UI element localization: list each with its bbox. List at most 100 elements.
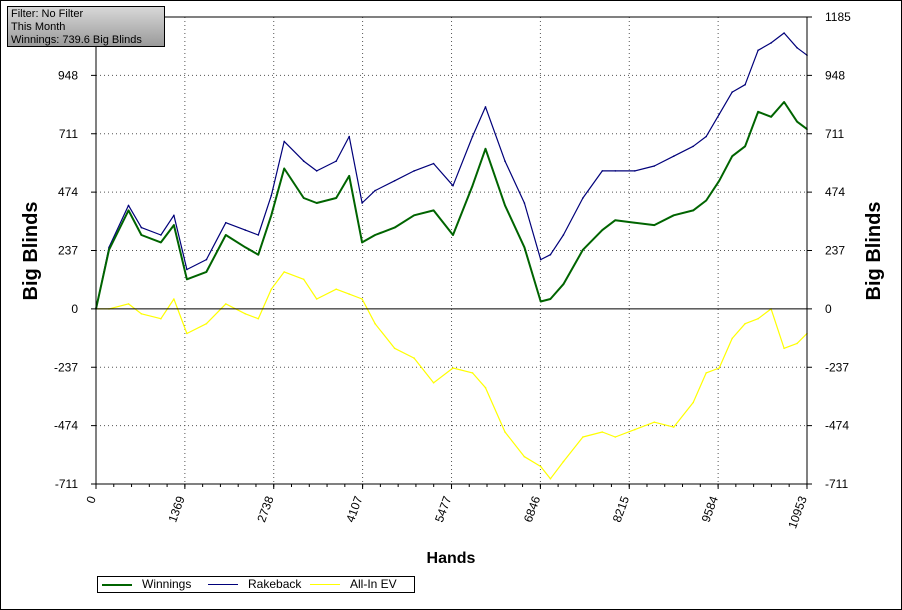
y-tick-label-left: -237 (54, 360, 78, 374)
series-allin-ev-point (315, 298, 318, 300)
period-text: This Month (11, 21, 66, 33)
series-winnings-point (348, 175, 351, 177)
series-rakeback-point (549, 253, 552, 256)
series-allin-ev-point (302, 278, 305, 281)
series-winnings-point (108, 249, 110, 251)
series-rakeback-point (127, 204, 130, 207)
series-rakeback-point (140, 226, 143, 229)
plot-border (95, 16, 808, 485)
series-allin-ev-point (601, 431, 604, 433)
series-winnings-point (731, 155, 733, 157)
series-rakeback-point (770, 42, 772, 44)
axes: -711 -711 -474 -474 -237 -237 0 0 237 237 474 474 71… (52, 10, 851, 530)
series-winnings-point (634, 221, 636, 224)
series-rakeback-point (672, 155, 675, 157)
series-winnings-point (539, 300, 542, 303)
series-rakeback-point (270, 194, 273, 197)
series-rakeback-point (413, 170, 415, 172)
series-rakeback-point (653, 165, 656, 167)
y-tick-label-left: 711 (59, 127, 78, 141)
series-allin-ev-point (757, 317, 759, 320)
x-tick-label: 8215 (610, 494, 632, 524)
series-rakeback-point (173, 214, 175, 217)
legend-swatch-rakeback (208, 584, 238, 585)
series-rakeback-point (783, 32, 785, 34)
legend-swatch-winnings (102, 584, 132, 586)
y-tick-label-right: -711 (825, 477, 848, 491)
series-rakeback-point (257, 234, 260, 236)
y-tick-label-left: 0 (71, 302, 78, 316)
series-allin-ev-point (257, 317, 260, 320)
series-allin-ev-point (160, 317, 162, 320)
series-winnings-point (127, 209, 130, 212)
x-tick-label: 0 (83, 494, 99, 505)
y-axis-title-left: Big Blinds (20, 202, 42, 301)
series-rakeback-point (471, 135, 474, 138)
series-rakeback-point (796, 47, 798, 49)
series-winnings-point (783, 101, 785, 103)
series-winnings-point (523, 246, 526, 249)
x-tick-label: 1369 (165, 494, 187, 524)
legend-swatch-allin-ev (310, 584, 340, 585)
series-winnings-point (614, 219, 617, 221)
series-allin-ev-point (127, 303, 130, 305)
x-tick-label: 4107 (343, 494, 365, 524)
series-winnings-point (225, 234, 227, 236)
series-winnings-point (562, 283, 565, 286)
series-rakeback-point (186, 268, 188, 271)
y-tick-label-right: -474 (825, 419, 849, 433)
series-allin-ev-point (705, 372, 707, 374)
series-rakeback-point (744, 83, 746, 86)
series-winnings-point (283, 167, 286, 170)
series-rakeback-point (315, 170, 318, 172)
y-tick-label-left: -711 (55, 477, 78, 491)
series-allin-ev-point (452, 367, 454, 369)
series-rakeback-point (374, 189, 376, 192)
y-tick-label-right: 711 (825, 127, 844, 141)
series-allin-ev-point (393, 347, 396, 350)
series-rakeback-point (718, 113, 720, 116)
y-tick-label-left: 948 (58, 68, 78, 82)
y-tick-label-right: 1185 (825, 10, 851, 24)
series-rakeback-point (692, 145, 694, 148)
series-allin-ev-point (562, 460, 565, 463)
series-rakeback-point (393, 180, 396, 182)
legend: Winnings Rakeback All-In EV (97, 576, 415, 593)
series-rakeback-point (504, 160, 506, 162)
series-allin-ev-point (484, 386, 487, 389)
series-rakeback-point (348, 135, 351, 138)
series-winnings-point (173, 224, 175, 226)
series-winnings-point (744, 145, 746, 148)
series-rakeback-point (539, 258, 542, 261)
series-allin-ev-point (692, 401, 694, 404)
y-tick-label-right: -237 (825, 360, 849, 374)
legend-label-allin-ev: All-In EV (350, 577, 397, 591)
series-winnings-point (335, 197, 338, 199)
series-rakeback-point (757, 49, 759, 52)
series-winnings-point (302, 197, 305, 199)
series-rakeback-point (335, 160, 338, 162)
series-winnings-point (160, 241, 162, 244)
series-winnings-point (452, 234, 454, 236)
series-winnings-point (504, 204, 506, 207)
y-tick-label-right: 474 (825, 185, 845, 199)
series-rakeback-point (205, 258, 208, 261)
summary-box: Filter: No Filter This Month Winnings: 7… (7, 6, 165, 47)
series-allin-ev-point (582, 436, 584, 438)
series-allin-ev-point (140, 313, 143, 315)
x-axis-title: Hands (427, 550, 476, 567)
series-rakeback-point (432, 162, 435, 165)
series-allin-ev-point (205, 322, 208, 325)
series-winnings-point (413, 214, 415, 217)
series-allin-ev-point (614, 436, 617, 438)
series-rakeback-point (614, 170, 617, 172)
series-allin-ev-point (283, 271, 286, 273)
series-allin-ev-point (744, 322, 746, 325)
series-winnings-point (484, 148, 487, 150)
series-rakeback-point (562, 234, 565, 236)
series-allin-ev-point (186, 332, 188, 335)
x-tick-label: 10953 (785, 494, 810, 530)
series-rakeback-point (731, 91, 733, 93)
series-allin-ev-point (796, 342, 798, 345)
y-tick-label-right: 0 (825, 302, 832, 316)
